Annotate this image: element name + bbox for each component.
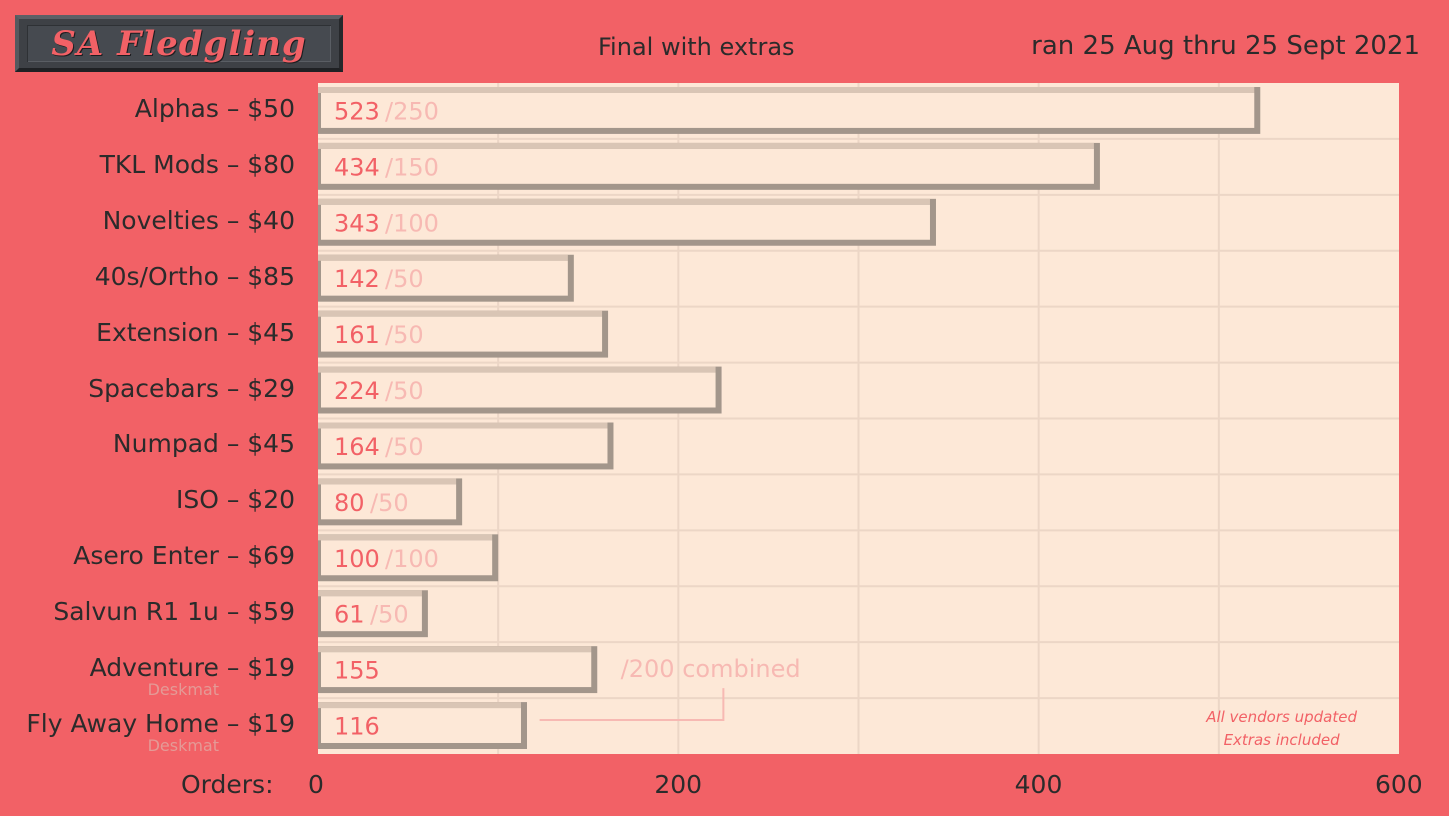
bar-top-bevel bbox=[318, 198, 930, 205]
bar-group: 142/50 bbox=[318, 254, 574, 302]
bar-moq-label: /100 bbox=[385, 545, 439, 573]
bar-top-bevel bbox=[318, 534, 493, 541]
date-range: ran 25 Aug thru 25 Sept 2021 bbox=[1031, 31, 1420, 61]
bar-value-label: 224 bbox=[334, 377, 380, 405]
bar-value-label: 116 bbox=[334, 713, 380, 741]
plot-area: 523/250 434/150 343/100 142/50 161/50 224/50 1… bbox=[318, 83, 1399, 754]
bar-moq-label: /50 bbox=[385, 265, 424, 293]
bar-value-label: 343 bbox=[334, 209, 380, 237]
category-label: Fly Away Home – $19 bbox=[26, 709, 295, 739]
x-axis-label: Orders: bbox=[181, 770, 274, 799]
x-tick-label: 400 bbox=[1014, 770, 1063, 799]
bar-top-bevel bbox=[318, 87, 1255, 93]
bar bbox=[321, 596, 422, 632]
category-label: Numpad – $45 bbox=[112, 429, 295, 459]
bar bbox=[321, 652, 592, 688]
logo-text: SA Fledgling bbox=[51, 23, 307, 64]
bar-moq-label: /100 bbox=[385, 209, 439, 237]
bar-group: 434/150 bbox=[318, 142, 1100, 190]
category-sublabel: Deskmat bbox=[147, 680, 219, 700]
bar-group: 155 bbox=[318, 646, 598, 694]
bar bbox=[321, 428, 608, 464]
category-label: Novelties – $40 bbox=[102, 205, 295, 235]
bar-value-label: 80 bbox=[334, 489, 365, 517]
category-label: ISO – $20 bbox=[175, 485, 295, 515]
bar-top-bevel bbox=[318, 142, 1094, 149]
bar-group: 161/50 bbox=[318, 310, 609, 358]
bar bbox=[321, 484, 457, 520]
bar-top-bevel bbox=[318, 646, 592, 653]
bar-value-label: 164 bbox=[334, 433, 380, 461]
bar bbox=[321, 372, 716, 408]
bar-top-bevel bbox=[318, 422, 608, 429]
bar-value-label: 161 bbox=[334, 321, 380, 349]
bar bbox=[321, 316, 603, 352]
bar-value-label: 155 bbox=[334, 657, 380, 685]
bar bbox=[321, 260, 568, 296]
category-label: Spacebars – $29 bbox=[88, 373, 295, 403]
bar-top-bevel bbox=[318, 366, 716, 373]
bar-moq-label: /50 bbox=[370, 601, 409, 629]
bar-group: 164/50 bbox=[318, 422, 614, 470]
category-label: Extension – $45 bbox=[96, 317, 295, 347]
category-label: 40s/Ortho – $85 bbox=[94, 261, 295, 291]
bar-top-bevel bbox=[318, 310, 603, 317]
category-label: Asero Enter – $69 bbox=[73, 541, 295, 571]
chart-subtitle: Final with extras bbox=[598, 33, 795, 61]
bar-moq-label: /50 bbox=[385, 321, 424, 349]
bar-top-bevel bbox=[318, 254, 568, 261]
bar bbox=[321, 708, 521, 743]
bar-value-label: 61 bbox=[334, 601, 365, 629]
x-tick-label: 600 bbox=[1375, 770, 1423, 799]
bar bbox=[321, 540, 493, 576]
bar-moq-label: /250 bbox=[385, 97, 439, 125]
bar-value-label: 142 bbox=[334, 265, 380, 293]
category-label: Adventure – $19 bbox=[89, 653, 295, 683]
bar-group: 116 bbox=[318, 702, 527, 749]
bar-moq-label: /50 bbox=[370, 489, 409, 517]
category-label: Salvun R1 1u – $59 bbox=[53, 597, 295, 627]
x-tick-label: 0 bbox=[308, 770, 324, 799]
combined-moq-label: /200 combined bbox=[621, 655, 801, 683]
bar-value-label: 523 bbox=[334, 97, 380, 125]
logo: SA Fledgling bbox=[15, 15, 343, 72]
bar-top-bevel bbox=[318, 478, 457, 485]
bar-value-label: 434 bbox=[334, 153, 380, 181]
bar-group: 61/50 bbox=[318, 590, 428, 638]
bar-group: 343/100 bbox=[318, 198, 936, 246]
bar-group: 523/250 bbox=[318, 87, 1261, 134]
bar bbox=[321, 93, 1255, 128]
bar-group: 100/100 bbox=[318, 534, 499, 582]
bar-group: 80/50 bbox=[318, 478, 463, 526]
bar-chart: 523/250434/150343/100142/50161/50224/501… bbox=[318, 83, 1399, 754]
logo-plate: SA Fledgling bbox=[27, 23, 331, 64]
note-vendors: All vendors updated bbox=[1206, 708, 1357, 726]
category-label: TKL Mods – $80 bbox=[99, 149, 295, 179]
bar-value-label: 100 bbox=[334, 545, 380, 573]
bar-top-bevel bbox=[318, 702, 521, 709]
category-sublabel: Deskmat bbox=[147, 736, 219, 756]
bar bbox=[321, 204, 930, 240]
bar-moq-label: /50 bbox=[385, 433, 424, 461]
note-extras: Extras included bbox=[1223, 731, 1340, 749]
category-label: Alphas – $50 bbox=[134, 93, 295, 123]
x-tick-label: 200 bbox=[654, 770, 703, 799]
bar-group: 224/50 bbox=[318, 366, 722, 414]
bar bbox=[321, 148, 1094, 184]
bar-moq-label: /50 bbox=[385, 377, 424, 405]
bar-moq-label: /150 bbox=[385, 153, 439, 181]
combined-bracket bbox=[539, 688, 725, 722]
bar-top-bevel bbox=[318, 590, 422, 597]
chart-notes: All vendors updated Extras included bbox=[1206, 706, 1357, 752]
